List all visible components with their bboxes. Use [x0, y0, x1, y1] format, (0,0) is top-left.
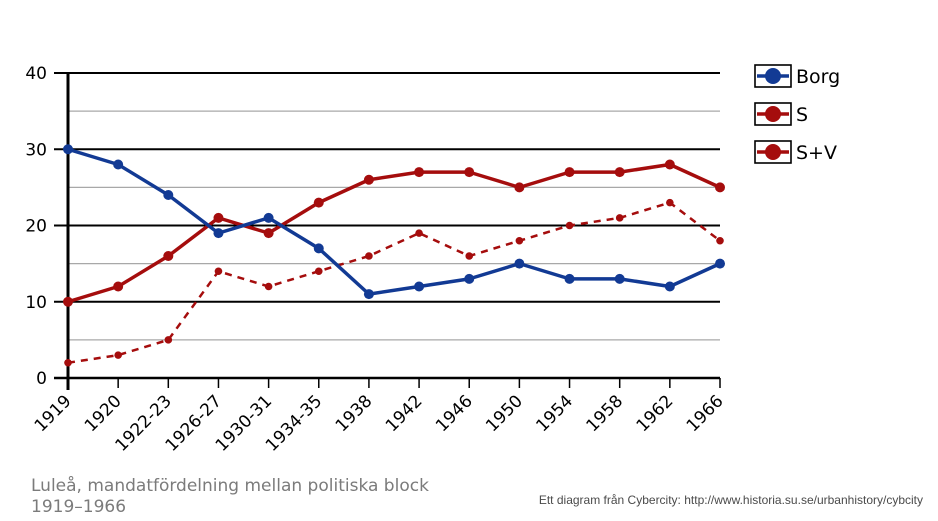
data-point [363, 174, 374, 185]
series-line-s-v [67, 162, 721, 304]
data-point [213, 228, 224, 239]
series-line-s [67, 201, 721, 364]
y-tick-label: 30 [25, 140, 47, 160]
y-tick-label: 10 [25, 293, 47, 313]
legend-label: S [796, 104, 808, 126]
x-tick-label: 1962 [633, 391, 678, 436]
legend-item: S+V [754, 140, 837, 164]
data-point [63, 144, 73, 155]
data-point [263, 228, 274, 239]
legend-item: S [754, 102, 808, 126]
data-point [614, 273, 625, 284]
data-point [464, 273, 475, 284]
data-point [414, 281, 425, 292]
data-point [214, 267, 223, 276]
data-point [313, 243, 324, 254]
data-point [313, 197, 324, 208]
data-point [564, 167, 575, 178]
data-point [664, 159, 675, 170]
y-tick-label: 40 [25, 64, 47, 84]
data-point [314, 267, 323, 276]
data-point [515, 236, 524, 245]
data-point [414, 167, 425, 178]
data-point [163, 190, 174, 200]
data-point [264, 282, 273, 291]
data-point [664, 281, 675, 292]
x-tick-label: 1942 [382, 391, 427, 436]
legend: Borg S S+V [754, 64, 840, 164]
data-point [365, 252, 373, 260]
y-tick-label: 0 [36, 369, 47, 389]
legend-swatch-marker [765, 106, 781, 122]
legend-label: Borg [796, 66, 840, 88]
chart-title: Luleå, mandatfördelning mellan politiska… [31, 476, 429, 517]
data-point [415, 229, 423, 237]
data-point [666, 198, 674, 207]
data-point [514, 182, 525, 193]
x-tick-label: 1946 [432, 391, 477, 436]
series-line-borg [67, 147, 721, 296]
legend-swatch-marker [765, 68, 781, 84]
data-point [63, 296, 73, 307]
x-tick-label: 1919 [31, 391, 76, 436]
series [63, 144, 725, 367]
data-point [464, 167, 475, 178]
data-point [716, 236, 724, 245]
data-point [615, 214, 624, 222]
x-tick-label: 1966 [683, 391, 728, 436]
legend-swatch-marker [765, 144, 781, 160]
x-tick-label: 1920 [81, 391, 126, 436]
data-point [715, 182, 725, 193]
x-tick-label: 1938 [332, 391, 377, 436]
data-point [465, 252, 474, 260]
data-point [213, 212, 224, 223]
x-tick-label: 1958 [582, 391, 627, 436]
data-point [614, 167, 625, 178]
x-tick-label: 1950 [482, 391, 527, 436]
data-point [64, 358, 72, 367]
data-point [114, 351, 122, 359]
legend-label: S+V [796, 142, 837, 164]
data-point [263, 212, 274, 223]
data-point [113, 281, 124, 292]
data-point [363, 289, 374, 300]
data-point [715, 258, 725, 269]
data-point [163, 251, 174, 261]
data-point [564, 273, 575, 284]
data-point [164, 336, 173, 344]
legend-item: Borg [754, 64, 840, 88]
data-point [514, 258, 525, 269]
data-point [565, 221, 574, 230]
data-point [113, 159, 124, 170]
grid [54, 72, 720, 341]
x-tick-label: 1954 [532, 391, 577, 436]
credit-text: Ett diagram från Cybercity: http://www.h… [538, 493, 923, 507]
y-tick-label: 20 [25, 217, 47, 237]
